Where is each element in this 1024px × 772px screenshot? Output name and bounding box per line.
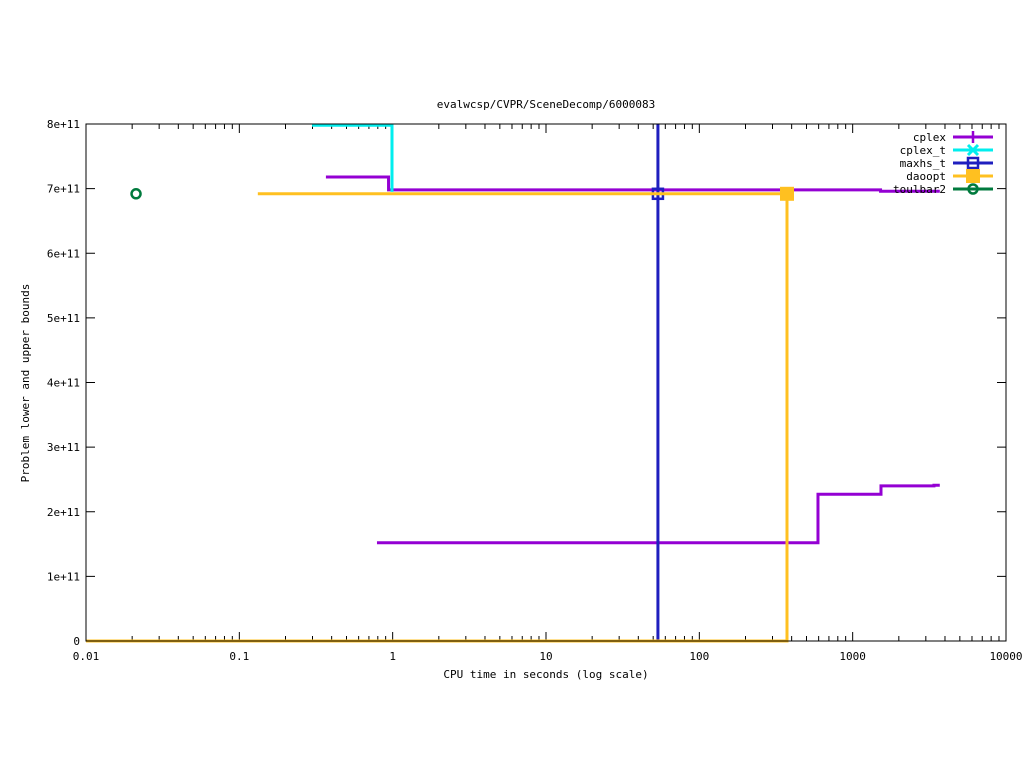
data-point-toulbar2 [130,188,142,200]
axis-ticks: 0.01 0.1 1 10 100 1000 10000 0 1e+11 2e+11 3e+11 4e… [47,118,1023,663]
x-tick-label: 10000 [989,650,1022,663]
legend-label: cplex_t [900,144,946,157]
plot-border [85,123,1007,642]
y-tick-label: 0 [73,635,80,648]
y-axis-label: Problem lower and upper bounds [19,284,32,483]
series-line-cplex [376,483,940,545]
y-tick-label: 1e+11 [47,570,80,583]
data-point-daoopt [779,186,794,201]
series-line-cplex [325,175,940,193]
legend-label: maxhs_t [900,157,946,170]
y-tick-label: 8e+11 [47,118,80,131]
x-tick-label: 100 [689,650,709,663]
x-tick-label: 1000 [839,650,866,663]
legend-label: toulbar2 [893,183,946,196]
legend-marker-toulbar2 [967,183,979,195]
series-cplex_t [312,123,394,192]
series-line-daoopt [86,193,789,643]
y-tick-label: 6e+11 [47,247,80,260]
series-daoopt [86,186,794,643]
legend-marker-maxhs_t [966,156,980,170]
x-axis-label: CPU time in seconds (log scale) [443,668,648,681]
series-line-cplex_t [312,123,394,192]
x-tick-label: 10 [539,650,552,663]
x-tick-label: 0.01 [73,650,100,663]
y-tick-label: 3e+11 [47,441,80,454]
legend-label: cplex [913,131,946,144]
legend-marker-cplex [967,131,979,143]
series-toulbar2 [130,188,142,200]
y-tick-label: 2e+11 [47,506,80,519]
series-cplex [325,175,940,545]
legend-marker-daoopt [966,169,980,183]
series-maxhs_t [651,124,665,641]
plot-area [86,123,940,643]
x-tick-label: 0.1 [229,650,249,663]
y-tick-label: 7e+11 [47,183,80,196]
chart-title: evalwcsp/CVPR/SceneDecomp/6000083 [437,98,656,111]
x-tick-label: 1 [389,650,396,663]
y-tick-label: 4e+11 [47,377,80,390]
legend-marker-cplex_t [966,143,980,157]
legend-label: daoopt [906,170,946,183]
y-tick-label: 5e+11 [47,312,80,325]
